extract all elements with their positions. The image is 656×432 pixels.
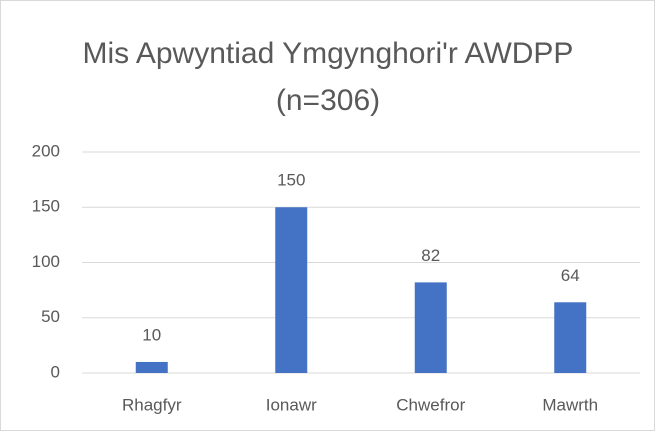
- data-label: 64: [561, 266, 580, 285]
- data-label: 150: [277, 171, 305, 190]
- bar: [414, 282, 447, 373]
- bar: [135, 361, 168, 373]
- chart-title: Mis Apwyntiad Ymgynghori'r AWDPP (n=306): [82, 37, 574, 117]
- x-tick-label: Mawrth: [542, 395, 598, 414]
- x-tick-label: Rhagfyr: [122, 395, 182, 414]
- bar: [554, 302, 587, 373]
- y-tick-label: 0: [51, 362, 60, 381]
- data-label: 10: [142, 325, 161, 344]
- y-tick-label: 50: [41, 307, 60, 326]
- x-tick-label: Chwefror: [396, 395, 465, 414]
- y-tick-label: 100: [32, 252, 60, 271]
- y-tick-label: 150: [32, 197, 60, 216]
- x-tick-label: Ionawr: [266, 395, 317, 414]
- bar: [275, 207, 308, 373]
- y-tick-label: 200: [32, 141, 60, 160]
- data-label: 82: [421, 246, 440, 265]
